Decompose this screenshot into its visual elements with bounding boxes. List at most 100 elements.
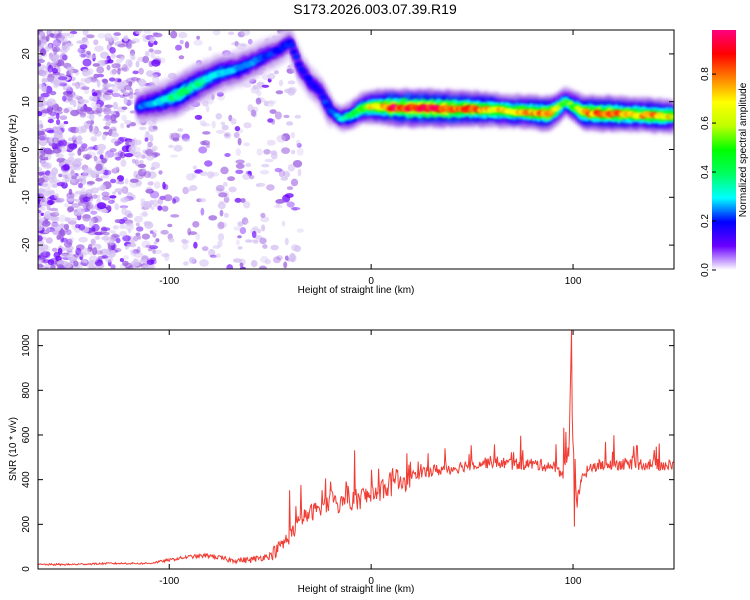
noise-speckle bbox=[47, 200, 54, 206]
noise-speckle bbox=[46, 129, 56, 134]
noise-speckle bbox=[129, 248, 140, 255]
spectrogram-x-ticks: -100 0 100 bbox=[159, 30, 582, 287]
noise-speckle bbox=[175, 44, 182, 51]
noise-speckle bbox=[84, 77, 92, 84]
noise-speckle bbox=[93, 73, 100, 79]
noise-speckle bbox=[57, 247, 63, 255]
noise-speckle bbox=[75, 247, 82, 256]
noise-speckle bbox=[87, 205, 97, 210]
noise-speckle bbox=[100, 184, 106, 191]
noise-speckle bbox=[49, 189, 55, 196]
colorbar-tick-label: 0.8 bbox=[700, 67, 711, 81]
y-tick-label: 20 bbox=[21, 48, 32, 60]
noise-speckle bbox=[153, 40, 158, 46]
noise-speckle bbox=[66, 84, 71, 90]
noise-speckle bbox=[62, 174, 68, 179]
noise-speckle bbox=[193, 39, 203, 46]
noise-speckle bbox=[122, 255, 129, 260]
noise-speckle bbox=[52, 60, 59, 64]
noise-speckle bbox=[259, 237, 267, 245]
noise-speckle bbox=[45, 237, 53, 244]
noise-speckle bbox=[38, 166, 41, 172]
noise-speckle bbox=[59, 53, 67, 61]
noise-speckle bbox=[170, 30, 178, 39]
noise-speckle bbox=[67, 220, 77, 225]
noise-speckle bbox=[115, 111, 120, 118]
noise-speckle bbox=[62, 54, 68, 61]
noise-speckle bbox=[122, 216, 128, 222]
ridge-segment bbox=[288, 42, 296, 48]
noise-speckle bbox=[51, 143, 59, 148]
noise-speckle bbox=[71, 222, 78, 230]
noise-speckle bbox=[276, 134, 286, 143]
noise-speckle bbox=[86, 180, 95, 185]
noise-speckle bbox=[217, 221, 225, 230]
noise-speckle bbox=[71, 175, 77, 180]
noise-speckle bbox=[101, 227, 111, 232]
noise-speckle bbox=[142, 34, 147, 38]
noise-speckle bbox=[283, 114, 290, 119]
noise-speckle bbox=[45, 251, 51, 258]
noise-speckle bbox=[108, 238, 115, 246]
noise-speckle bbox=[223, 212, 229, 218]
noise-speckle bbox=[217, 233, 225, 241]
spectrogram-heatmap bbox=[38, 30, 674, 269]
noise-speckle bbox=[172, 198, 177, 204]
noise-speckle bbox=[92, 106, 97, 111]
noise-speckle bbox=[284, 237, 289, 246]
noise-speckle bbox=[95, 103, 101, 108]
noise-speckle bbox=[284, 172, 291, 178]
noise-speckle bbox=[286, 68, 295, 74]
noise-speckle bbox=[241, 217, 249, 225]
noise-speckle bbox=[139, 126, 147, 131]
noise-speckle bbox=[117, 150, 124, 158]
noise-speckle bbox=[192, 221, 200, 228]
noise-speckle bbox=[256, 182, 266, 187]
y-tick-label: 800 bbox=[21, 382, 32, 399]
noise-speckle bbox=[122, 41, 132, 47]
noise-speckle bbox=[137, 168, 147, 177]
noise-speckle bbox=[150, 51, 155, 59]
y-tick-label: -10 bbox=[21, 190, 32, 205]
noise-speckle bbox=[126, 43, 132, 49]
noise-speckle bbox=[45, 35, 50, 42]
noise-speckle bbox=[108, 77, 116, 82]
noise-speckle bbox=[93, 127, 98, 134]
noise-speckle bbox=[53, 78, 58, 86]
noise-speckle bbox=[90, 210, 98, 215]
noise-speckle bbox=[261, 224, 266, 232]
noise-speckle bbox=[127, 228, 132, 233]
noise-speckle bbox=[43, 260, 48, 264]
noise-speckle bbox=[114, 248, 122, 253]
noise-speckle bbox=[68, 159, 75, 166]
noise-speckle bbox=[141, 167, 147, 173]
noise-speckle bbox=[221, 124, 229, 131]
noise-speckle bbox=[47, 74, 55, 82]
noise-speckle bbox=[140, 198, 146, 203]
noise-speckle bbox=[120, 159, 127, 168]
noise-speckle bbox=[134, 159, 139, 167]
noise-speckle bbox=[149, 190, 160, 199]
noise-speckle bbox=[47, 259, 55, 266]
noise-speckle bbox=[192, 172, 197, 179]
noise-speckle bbox=[249, 175, 255, 180]
noise-speckle bbox=[283, 170, 290, 178]
noise-speckle bbox=[235, 163, 245, 169]
noise-speckle bbox=[102, 231, 110, 236]
noise-speckle bbox=[142, 210, 148, 217]
noise-speckle bbox=[63, 121, 69, 125]
noise-speckle bbox=[68, 152, 75, 157]
y-tick-label: 600 bbox=[21, 426, 32, 443]
y-tick-label: 0 bbox=[21, 566, 32, 572]
noise-speckle bbox=[41, 102, 47, 107]
x-tick-label: 100 bbox=[565, 576, 582, 587]
noise-speckle bbox=[172, 196, 180, 203]
noise-speckle bbox=[51, 222, 60, 228]
noise-speckle bbox=[124, 138, 133, 143]
noise-speckle bbox=[283, 261, 288, 269]
noise-speckle bbox=[48, 172, 57, 180]
snr-frame bbox=[37, 329, 675, 570]
noise-speckle bbox=[101, 236, 111, 241]
noise-speckle bbox=[200, 140, 207, 146]
noise-speckle bbox=[134, 215, 143, 223]
